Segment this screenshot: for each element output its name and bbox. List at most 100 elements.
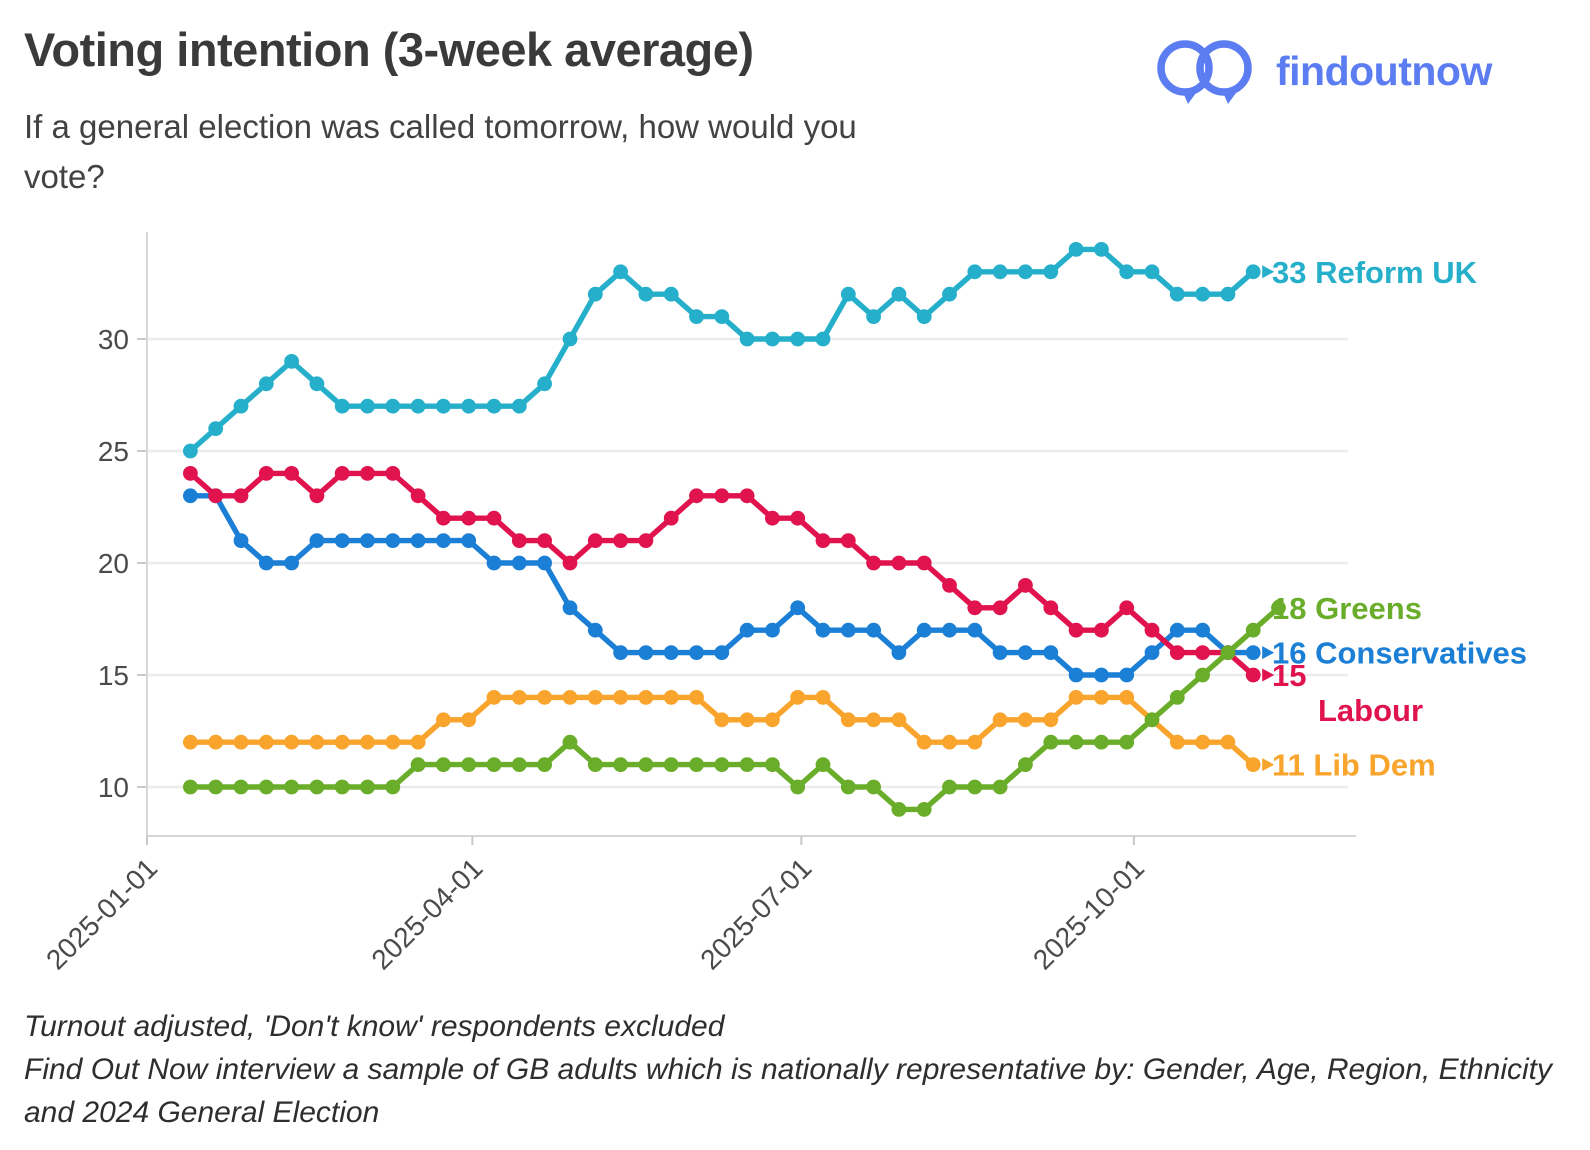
data-point bbox=[739, 622, 755, 638]
data-point bbox=[942, 734, 957, 750]
data-point bbox=[1245, 757, 1261, 772]
data-point bbox=[1220, 645, 1236, 660]
data-point bbox=[537, 376, 552, 392]
data-point bbox=[1245, 667, 1261, 683]
data-point bbox=[461, 712, 477, 728]
data-point bbox=[1245, 264, 1261, 280]
data-point bbox=[1220, 734, 1236, 750]
data-point bbox=[840, 533, 856, 548]
data-point bbox=[258, 779, 274, 795]
data-point bbox=[866, 555, 881, 571]
data-point bbox=[815, 331, 831, 347]
data-point bbox=[1119, 600, 1135, 616]
data-point bbox=[309, 734, 325, 750]
series-conservatives bbox=[183, 488, 1261, 683]
data-point bbox=[511, 690, 527, 705]
data-point bbox=[1144, 712, 1160, 728]
series-reform-uk bbox=[183, 242, 1261, 459]
data-point bbox=[208, 421, 224, 436]
data-point bbox=[1094, 242, 1109, 257]
data-point bbox=[183, 466, 198, 481]
series-labour bbox=[183, 466, 1261, 683]
data-point bbox=[840, 622, 856, 638]
data-point bbox=[334, 779, 350, 795]
label-arrow-lib-dem bbox=[1262, 758, 1275, 772]
data-point bbox=[992, 779, 1008, 795]
data-point bbox=[638, 286, 654, 302]
data-point bbox=[638, 757, 654, 772]
data-point bbox=[309, 533, 325, 548]
data-point bbox=[537, 533, 552, 548]
data-point bbox=[739, 331, 755, 347]
data-point bbox=[511, 533, 527, 548]
data-point bbox=[942, 622, 957, 638]
data-point bbox=[587, 533, 603, 548]
x-tick-label: 2025-10-01 bbox=[1027, 852, 1150, 975]
data-point bbox=[967, 622, 983, 638]
data-point bbox=[638, 533, 654, 548]
data-point bbox=[334, 734, 350, 750]
label-arrow-conservatives bbox=[1262, 646, 1275, 660]
data-point bbox=[967, 600, 983, 616]
data-point bbox=[1068, 622, 1084, 638]
data-point bbox=[663, 757, 679, 772]
data-point bbox=[1018, 757, 1033, 772]
data-point bbox=[537, 555, 552, 571]
data-point bbox=[1018, 645, 1033, 660]
data-point bbox=[461, 510, 477, 526]
data-point bbox=[258, 555, 274, 571]
data-point bbox=[967, 779, 983, 795]
data-point bbox=[815, 757, 831, 772]
data-point bbox=[765, 622, 780, 638]
data-point bbox=[284, 466, 299, 481]
data-point bbox=[992, 712, 1008, 728]
data-point bbox=[385, 533, 401, 548]
data-point bbox=[891, 712, 907, 728]
data-point bbox=[790, 600, 806, 616]
label-arrow-reform-uk bbox=[1262, 265, 1275, 279]
data-point bbox=[309, 488, 325, 504]
data-point bbox=[916, 555, 932, 571]
data-point bbox=[1094, 667, 1109, 683]
data-point bbox=[436, 510, 451, 526]
data-point bbox=[663, 286, 679, 302]
data-point bbox=[1195, 645, 1210, 660]
data-point bbox=[1220, 286, 1236, 302]
data-point bbox=[1068, 734, 1084, 750]
data-point bbox=[840, 712, 856, 728]
data-point bbox=[410, 398, 426, 414]
data-point bbox=[1119, 734, 1135, 750]
data-point bbox=[1144, 645, 1160, 660]
data-point bbox=[461, 533, 477, 548]
series-line-labour bbox=[187, 470, 1256, 678]
data-point bbox=[233, 398, 249, 414]
data-point bbox=[714, 757, 730, 772]
chart-subtitle: If a general election was called tomorro… bbox=[24, 102, 857, 202]
data-point bbox=[1169, 690, 1185, 705]
data-point bbox=[689, 488, 704, 504]
data-point bbox=[360, 779, 375, 795]
x-tick-label: 2025-07-01 bbox=[694, 852, 817, 975]
data-point bbox=[233, 533, 249, 548]
data-point bbox=[840, 779, 856, 795]
data-point bbox=[916, 622, 932, 638]
series-line-lib-dem bbox=[187, 694, 1256, 768]
data-point bbox=[334, 466, 350, 481]
footnote-line2: Find Out Now interview a sample of GB ad… bbox=[24, 1053, 1552, 1086]
data-point bbox=[840, 286, 856, 302]
data-point bbox=[562, 555, 578, 571]
data-point bbox=[1094, 690, 1109, 705]
data-point bbox=[714, 712, 730, 728]
data-point bbox=[537, 757, 552, 772]
data-point bbox=[360, 734, 375, 750]
chart-footnote: Turnout adjusted, 'Don't know' responden… bbox=[24, 1005, 1552, 1134]
y-tick-label: 20 bbox=[98, 548, 129, 579]
chart-subtitle-line1: If a general election was called tomorro… bbox=[24, 108, 857, 145]
data-point bbox=[689, 309, 704, 324]
data-point bbox=[334, 398, 350, 414]
data-point bbox=[790, 690, 806, 705]
findoutnow-logo-text: findoutnow bbox=[1276, 47, 1492, 94]
data-point bbox=[486, 398, 502, 414]
data-point bbox=[208, 779, 224, 795]
